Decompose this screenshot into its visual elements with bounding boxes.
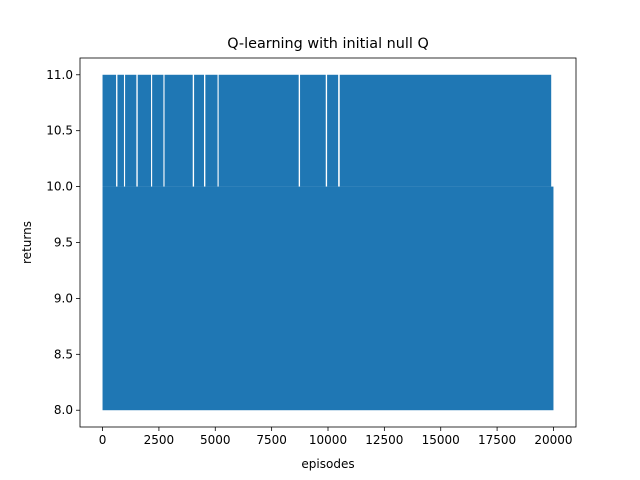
returns-spike-segment xyxy=(137,74,152,187)
x-tick-label: 15000 xyxy=(422,433,460,447)
returns-spike-segment xyxy=(205,74,218,187)
returns-spike-segment xyxy=(125,74,137,187)
y-tick-label: 10.5 xyxy=(46,124,73,138)
returns-spike-segment xyxy=(117,74,124,187)
series-returns xyxy=(102,74,554,411)
returns-dense-band xyxy=(102,186,554,411)
y-axis-label: returns xyxy=(20,221,34,264)
returns-spike-segment xyxy=(102,74,117,187)
returns-spike-segment xyxy=(164,74,193,187)
y-tick-label: 8.5 xyxy=(54,347,73,361)
x-tick-label: 20000 xyxy=(534,433,572,447)
returns-spike-segment xyxy=(300,74,326,187)
y-tick-label: 8.0 xyxy=(54,403,73,417)
axes-frame xyxy=(79,57,577,428)
y-axis: 8.0 8.5 9.0 9.5 10.0 10.5 11.0 xyxy=(46,68,80,417)
y-tick-label: 11.0 xyxy=(46,68,73,82)
returns-spike-segment xyxy=(218,74,299,187)
y-tick-label: 9.5 xyxy=(54,236,73,250)
y-tick-label: 9.0 xyxy=(54,291,73,305)
x-tick-label: 5000 xyxy=(200,433,231,447)
returns-spike-segment xyxy=(152,74,164,187)
x-axis: 0 2500 5000 7500 10000 12500 15000 17500 20000 xyxy=(99,427,573,447)
returns-spike-segment xyxy=(339,74,552,187)
chart-title: Q-learning with initial null Q xyxy=(227,36,429,52)
x-tick-label: 7500 xyxy=(256,433,287,447)
returns-spike-segment xyxy=(327,74,339,187)
x-tick-label: 10000 xyxy=(309,433,347,447)
x-axis-label: episodes xyxy=(301,457,354,471)
x-tick-label: 17500 xyxy=(478,433,516,447)
returns-spike-segment xyxy=(194,74,204,187)
plot-area xyxy=(102,74,554,411)
y-tick-label: 10.0 xyxy=(46,180,73,194)
x-tick-label: 12500 xyxy=(365,433,403,447)
x-tick-label: 2500 xyxy=(144,433,175,447)
x-tick-label: 0 xyxy=(99,433,107,447)
